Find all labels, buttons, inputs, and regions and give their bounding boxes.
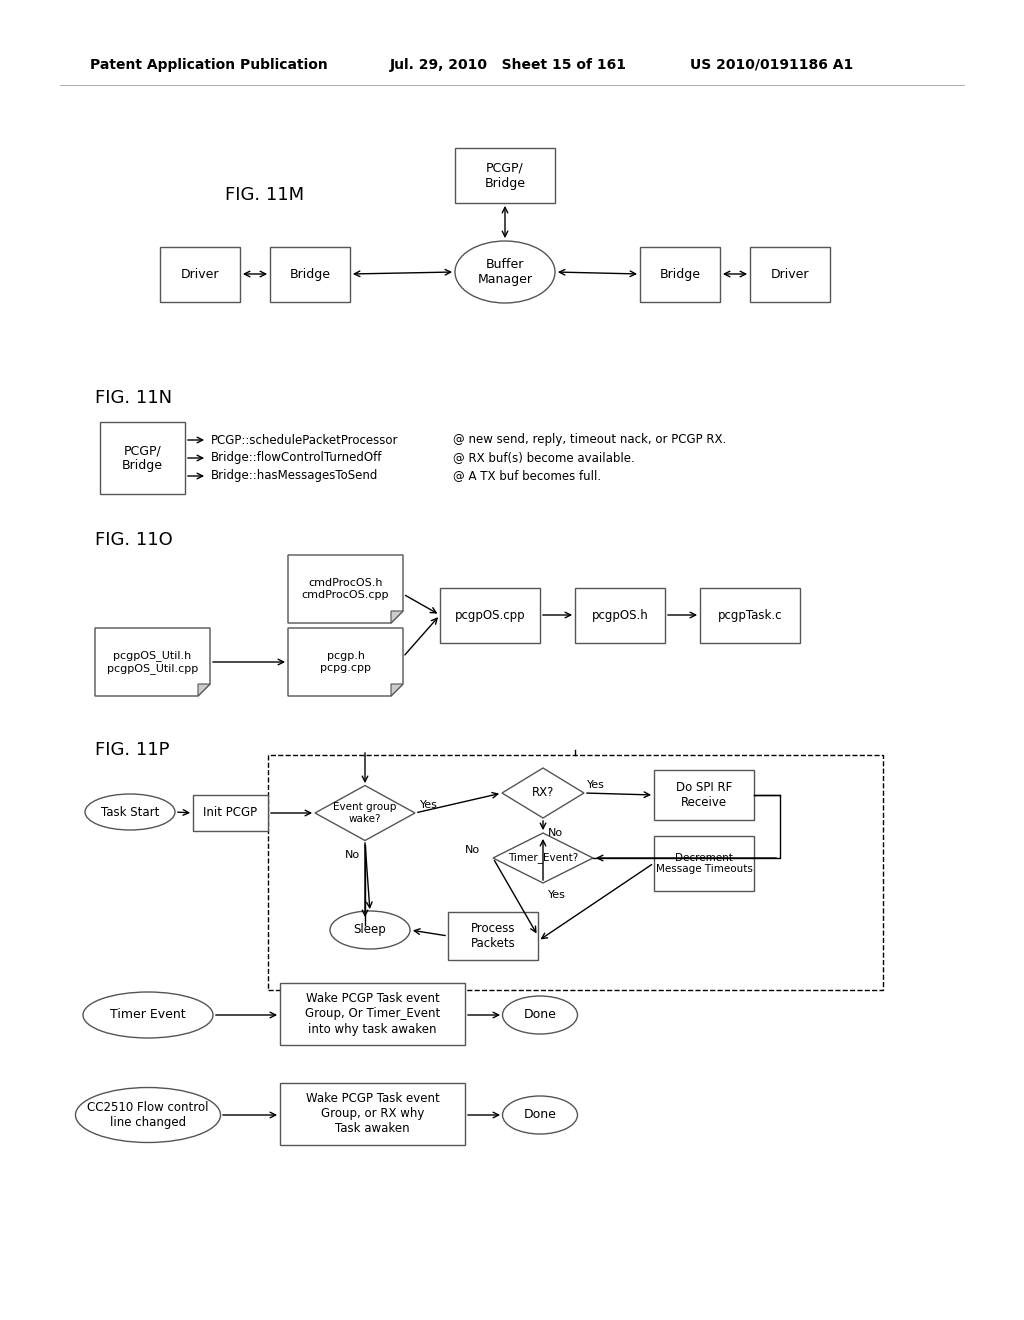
FancyBboxPatch shape bbox=[100, 422, 185, 494]
Text: Bridge: Bridge bbox=[659, 268, 700, 281]
Text: Driver: Driver bbox=[181, 268, 219, 281]
Text: Buffer
Manager: Buffer Manager bbox=[477, 257, 532, 286]
Polygon shape bbox=[198, 684, 210, 696]
Text: Yes: Yes bbox=[548, 890, 566, 900]
Text: Driver: Driver bbox=[771, 268, 809, 281]
Text: Init PCGP: Init PCGP bbox=[204, 807, 258, 820]
Text: Do SPI RF
Receive: Do SPI RF Receive bbox=[676, 781, 732, 809]
Text: RX?: RX? bbox=[531, 787, 554, 800]
Polygon shape bbox=[391, 684, 403, 696]
Text: Jul. 29, 2010   Sheet 15 of 161: Jul. 29, 2010 Sheet 15 of 161 bbox=[390, 58, 627, 73]
Ellipse shape bbox=[330, 911, 410, 949]
Text: Wake PCGP Task event
Group, or RX why
Task awaken: Wake PCGP Task event Group, or RX why Ta… bbox=[305, 1093, 439, 1135]
Text: Sleep: Sleep bbox=[353, 924, 386, 936]
Text: FIG. 11M: FIG. 11M bbox=[225, 186, 304, 205]
Text: @ new send, reply, timeout nack, or PCGP RX.: @ new send, reply, timeout nack, or PCGP… bbox=[453, 433, 726, 446]
Ellipse shape bbox=[83, 993, 213, 1038]
Text: pcgpOS.cpp: pcgpOS.cpp bbox=[455, 609, 525, 622]
FancyBboxPatch shape bbox=[160, 247, 240, 302]
Ellipse shape bbox=[503, 1096, 578, 1134]
Polygon shape bbox=[288, 554, 403, 623]
Text: Done: Done bbox=[523, 1008, 556, 1022]
Text: Process
Packets: Process Packets bbox=[471, 921, 515, 950]
Text: PCGP::schedulePacketProcessor: PCGP::schedulePacketProcessor bbox=[211, 433, 398, 446]
Text: Bridge: Bridge bbox=[290, 268, 331, 281]
Text: Timer_Event?: Timer_Event? bbox=[508, 853, 579, 863]
Text: Yes: Yes bbox=[420, 800, 438, 810]
Text: pcgpOS.h: pcgpOS.h bbox=[592, 609, 648, 622]
Polygon shape bbox=[502, 768, 584, 818]
Text: No: No bbox=[345, 850, 360, 861]
Text: CC2510 Flow control
line changed: CC2510 Flow control line changed bbox=[87, 1101, 209, 1129]
Polygon shape bbox=[315, 785, 415, 841]
Text: US 2010/0191186 A1: US 2010/0191186 A1 bbox=[690, 58, 853, 73]
Ellipse shape bbox=[85, 795, 175, 830]
FancyBboxPatch shape bbox=[640, 247, 720, 302]
Text: Yes: Yes bbox=[587, 780, 605, 789]
FancyBboxPatch shape bbox=[654, 836, 754, 891]
Text: @ RX buf(s) become available.: @ RX buf(s) become available. bbox=[453, 451, 635, 465]
Text: FIG. 11P: FIG. 11P bbox=[95, 741, 170, 759]
Polygon shape bbox=[391, 611, 403, 623]
Text: pcgpOS_Util.h
pcgpOS_Util.cpp: pcgpOS_Util.h pcgpOS_Util.cpp bbox=[106, 651, 198, 673]
Text: PCGP/
Bridge: PCGP/ Bridge bbox=[122, 444, 163, 473]
Text: Bridge::flowControlTurnedOff: Bridge::flowControlTurnedOff bbox=[211, 451, 382, 465]
FancyBboxPatch shape bbox=[575, 587, 665, 643]
Text: FIG. 11O: FIG. 11O bbox=[95, 531, 173, 549]
FancyBboxPatch shape bbox=[449, 912, 538, 960]
Ellipse shape bbox=[455, 242, 555, 304]
Text: @ A TX buf becomes full.: @ A TX buf becomes full. bbox=[453, 470, 601, 483]
Text: pcgpTask.c: pcgpTask.c bbox=[718, 609, 782, 622]
Text: Timer Event: Timer Event bbox=[111, 1008, 185, 1022]
Polygon shape bbox=[493, 833, 593, 883]
FancyBboxPatch shape bbox=[280, 1082, 465, 1144]
FancyBboxPatch shape bbox=[654, 770, 754, 820]
Text: Done: Done bbox=[523, 1109, 556, 1122]
Text: pcgp.h
pcpg.cpp: pcgp.h pcpg.cpp bbox=[319, 651, 371, 673]
FancyBboxPatch shape bbox=[700, 587, 800, 643]
Ellipse shape bbox=[76, 1088, 220, 1143]
Text: Event group
wake?: Event group wake? bbox=[334, 803, 396, 824]
Text: Bridge::hasMessagesToSend: Bridge::hasMessagesToSend bbox=[211, 470, 379, 483]
Text: Wake PCGP Task event
Group, Or Timer_Event
into why task awaken: Wake PCGP Task event Group, Or Timer_Eve… bbox=[305, 993, 440, 1035]
Text: No: No bbox=[465, 845, 480, 855]
Text: No: No bbox=[548, 828, 563, 838]
FancyBboxPatch shape bbox=[750, 247, 830, 302]
Polygon shape bbox=[95, 628, 210, 696]
Polygon shape bbox=[288, 628, 403, 696]
FancyBboxPatch shape bbox=[455, 148, 555, 203]
Text: Task Start: Task Start bbox=[100, 805, 159, 818]
FancyBboxPatch shape bbox=[193, 795, 268, 832]
FancyBboxPatch shape bbox=[440, 587, 540, 643]
Ellipse shape bbox=[503, 997, 578, 1034]
Text: cmdProcOS.h
cmdProcOS.cpp: cmdProcOS.h cmdProcOS.cpp bbox=[302, 578, 389, 599]
Text: Decrement
Message Timeouts: Decrement Message Timeouts bbox=[655, 853, 753, 874]
FancyBboxPatch shape bbox=[280, 983, 465, 1045]
Text: PCGP/
Bridge: PCGP/ Bridge bbox=[484, 161, 525, 190]
FancyBboxPatch shape bbox=[270, 247, 350, 302]
Text: FIG. 11N: FIG. 11N bbox=[95, 389, 172, 407]
Text: Patent Application Publication: Patent Application Publication bbox=[90, 58, 328, 73]
